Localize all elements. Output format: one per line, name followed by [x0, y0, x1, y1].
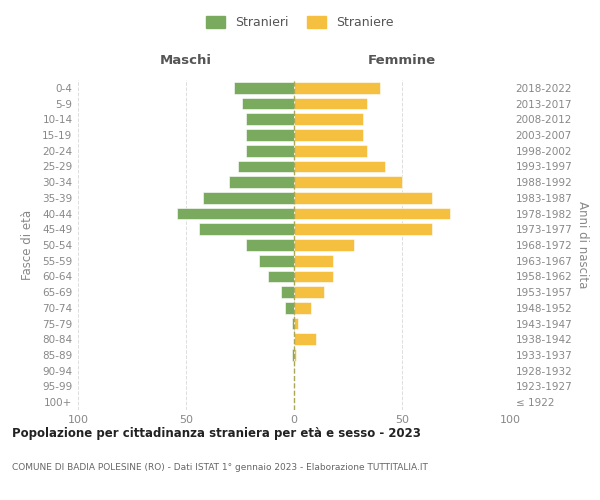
Text: Maschi: Maschi	[160, 54, 212, 68]
Bar	[247, 114, 294, 125]
Bar	[294, 224, 432, 235]
Bar	[229, 176, 294, 188]
Legend: Stranieri, Straniere: Stranieri, Straniere	[202, 11, 398, 34]
Y-axis label: Anni di nascita: Anni di nascita	[576, 202, 589, 288]
Text: Femmine: Femmine	[368, 54, 436, 68]
Bar	[233, 82, 294, 94]
Bar	[199, 224, 294, 235]
Text: COMUNE DI BADIA POLESINE (RO) - Dati ISTAT 1° gennaio 2023 - Elaborazione TUTTIT: COMUNE DI BADIA POLESINE (RO) - Dati IST…	[12, 462, 428, 471]
Bar	[242, 98, 294, 110]
Bar	[281, 286, 294, 298]
Bar	[294, 318, 298, 330]
Bar	[292, 318, 294, 330]
Bar	[294, 334, 316, 345]
Bar	[259, 255, 294, 266]
Bar	[294, 192, 432, 204]
Bar	[294, 129, 363, 141]
Bar	[294, 302, 311, 314]
Y-axis label: Fasce di età: Fasce di età	[21, 210, 34, 280]
Bar	[294, 286, 324, 298]
Bar	[247, 129, 294, 141]
Bar	[247, 239, 294, 251]
Bar	[294, 145, 367, 156]
Bar	[286, 302, 294, 314]
Bar	[294, 239, 355, 251]
Bar	[294, 160, 385, 172]
Bar	[268, 270, 294, 282]
Bar	[294, 98, 367, 110]
Bar	[294, 349, 296, 361]
Bar	[294, 176, 402, 188]
Bar	[294, 82, 380, 94]
Bar	[294, 270, 333, 282]
Bar	[247, 145, 294, 156]
Bar	[294, 114, 363, 125]
Bar	[178, 208, 294, 220]
Bar	[238, 160, 294, 172]
Text: Popolazione per cittadinanza straniera per età e sesso - 2023: Popolazione per cittadinanza straniera p…	[12, 428, 421, 440]
Bar	[294, 208, 449, 220]
Bar	[292, 349, 294, 361]
Bar	[294, 255, 333, 266]
Bar	[203, 192, 294, 204]
